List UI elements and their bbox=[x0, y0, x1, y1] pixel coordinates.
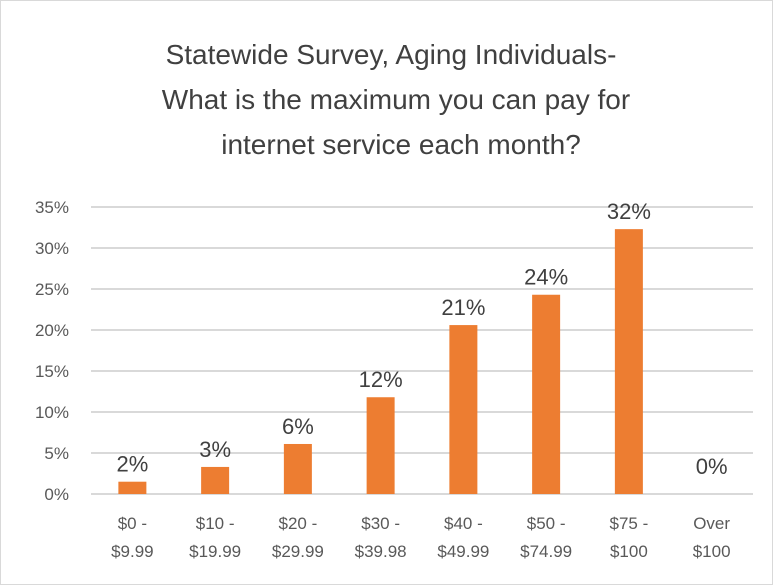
y-tick-label: 15% bbox=[35, 362, 69, 381]
data-label: 32% bbox=[607, 199, 651, 224]
x-tick-label: $75 - bbox=[610, 514, 649, 533]
bar bbox=[118, 481, 147, 494]
x-tick-label: $0 - bbox=[118, 514, 147, 533]
data-label: 2% bbox=[116, 452, 148, 477]
bar bbox=[283, 443, 312, 494]
x-tick-label: $50 - bbox=[527, 514, 566, 533]
bar bbox=[614, 229, 643, 494]
data-label: 3% bbox=[199, 437, 231, 462]
x-tick-label: $49.99 bbox=[437, 542, 489, 561]
chart-title-line: What is the maximum you can pay for bbox=[162, 84, 630, 115]
x-tick-label: Over bbox=[693, 514, 730, 533]
x-axis-categories: $0 - $9.99 $10 - $19.99 $20 - $29.99 $30 - $39.… bbox=[111, 514, 730, 561]
x-tick-label: $29.99 bbox=[272, 542, 324, 561]
x-tick-label: $40 - bbox=[444, 514, 483, 533]
x-tick-label: $39.98 bbox=[355, 542, 407, 561]
y-tick-label: 30% bbox=[35, 239, 69, 258]
bars bbox=[118, 229, 643, 494]
bar bbox=[366, 397, 395, 494]
x-tick-label: $100 bbox=[693, 542, 731, 561]
data-label: 0% bbox=[696, 454, 728, 479]
x-tick-label: $30 - bbox=[361, 514, 400, 533]
bar bbox=[449, 325, 478, 494]
bar bbox=[532, 294, 561, 494]
y-tick-label: 5% bbox=[44, 444, 69, 463]
x-tick-label: $100 bbox=[610, 542, 648, 561]
x-tick-label: $74.99 bbox=[520, 542, 572, 561]
y-tick-label: 25% bbox=[35, 280, 69, 299]
gridlines bbox=[91, 206, 753, 495]
x-tick-label: $10 - bbox=[196, 514, 235, 533]
x-tick-label: $9.99 bbox=[111, 542, 154, 561]
x-tick-label: $19.99 bbox=[189, 542, 241, 561]
y-tick-label: 35% bbox=[35, 198, 69, 217]
data-label: 6% bbox=[282, 414, 314, 439]
chart-title: Statewide Survey, Aging Individuals- Wha… bbox=[162, 39, 630, 160]
data-label: 21% bbox=[441, 295, 485, 320]
x-tick-label: $20 - bbox=[279, 514, 318, 533]
data-label: 24% bbox=[524, 265, 568, 290]
bar bbox=[201, 466, 230, 494]
data-labels: 2% 3% 6% 12% 21% 24% 32% 0% bbox=[116, 199, 727, 479]
y-tick-label: 0% bbox=[44, 485, 69, 504]
chart-title-line: internet service each month? bbox=[221, 129, 581, 160]
chart-title-line: Statewide Survey, Aging Individuals- bbox=[166, 39, 617, 70]
y-axis-ticks: 0% 5% 10% 15% 20% 25% 30% 35% bbox=[35, 198, 69, 504]
y-tick-label: 10% bbox=[35, 403, 69, 422]
y-tick-label: 20% bbox=[35, 321, 69, 340]
data-label: 12% bbox=[359, 367, 403, 392]
